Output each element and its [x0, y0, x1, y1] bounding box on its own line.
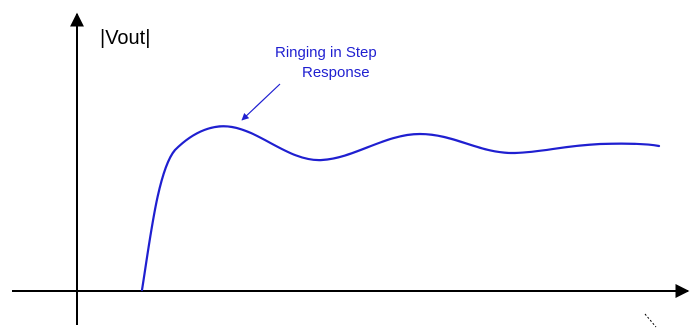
stray-dash-mark: [644, 313, 657, 328]
annotation-arrow: [241, 83, 281, 121]
annotation-line-1: Ringing in Step: [275, 44, 377, 61]
step-response-curve: [140, 125, 661, 292]
y-axis-label: |Vout|: [100, 27, 150, 49]
annotation-line-2: Response: [302, 64, 370, 81]
